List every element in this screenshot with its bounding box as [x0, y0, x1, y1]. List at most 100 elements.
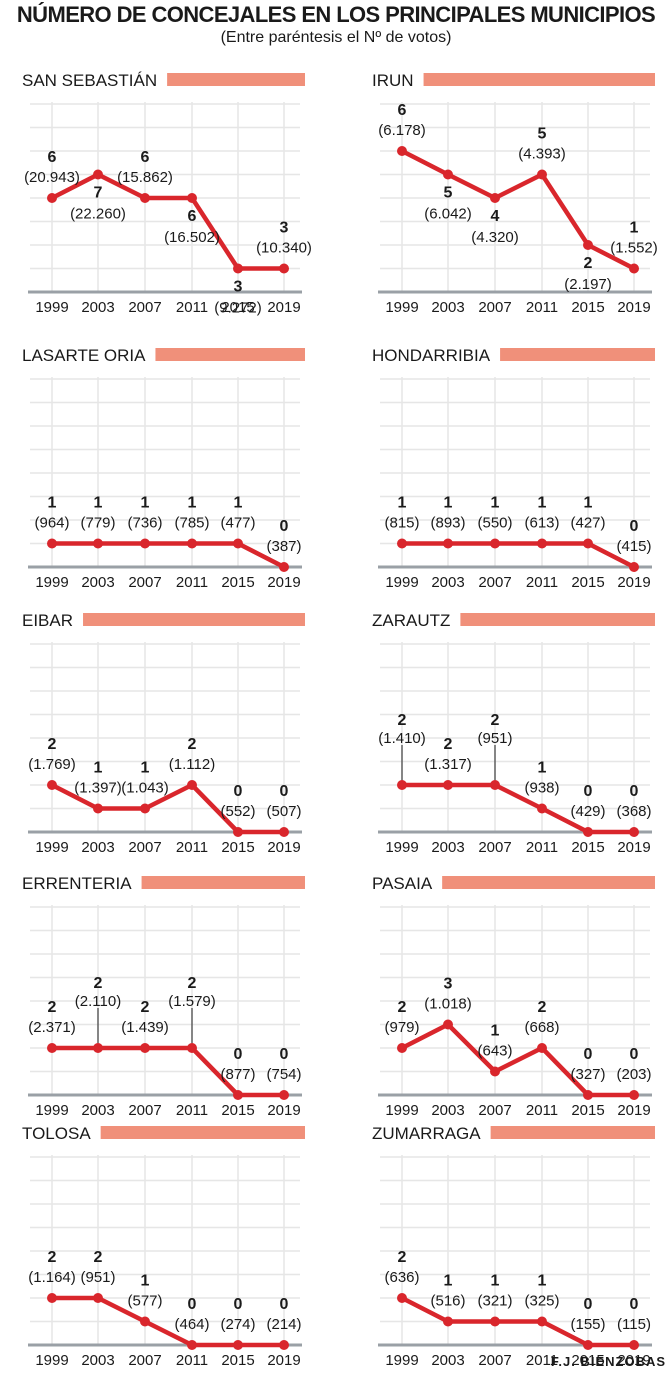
data-point: [47, 1043, 57, 1053]
x-tick-label: 2007: [128, 574, 161, 591]
x-tick-label: 2003: [431, 299, 464, 316]
data-point: [583, 1340, 593, 1350]
data-label-votos: (516): [430, 1293, 465, 1310]
data-point: [233, 263, 243, 274]
data-label-votos: (214): [266, 1316, 301, 1333]
data-label-concejales: 1: [234, 495, 243, 512]
x-tick-label: 2019: [267, 1352, 300, 1369]
chart-title-bar: [155, 348, 305, 361]
x-tick-label: 2019: [267, 839, 300, 856]
data-label-concejales: 1: [141, 495, 150, 512]
data-point: [629, 1090, 639, 1100]
x-tick-label: 2003: [431, 574, 464, 591]
x-tick-label: 2015: [571, 299, 604, 316]
x-tick-label: 2019: [617, 1102, 650, 1119]
data-label-concejales: 5: [538, 126, 547, 143]
data-label-concejales: 5: [444, 185, 453, 202]
data-point: [93, 538, 103, 549]
chart-title-bar: [423, 73, 655, 86]
data-label-votos: (16.502): [164, 229, 220, 246]
data-label-votos: (415): [616, 538, 651, 555]
chart-title-bar: [500, 348, 655, 361]
x-tick-label: 2019: [267, 1102, 300, 1119]
x-tick-label: 2015: [221, 1102, 254, 1119]
data-label-votos: (10.340): [256, 240, 312, 257]
series-line: [402, 782, 634, 835]
data-point: [93, 1293, 103, 1303]
x-tick-label: 2007: [128, 299, 161, 316]
series-line: [52, 1045, 284, 1098]
data-label-concejales: 1: [630, 220, 639, 237]
data-label-concejales: 0: [234, 1046, 243, 1063]
data-label-votos: (203): [616, 1066, 651, 1083]
data-label-concejales: 6: [188, 208, 197, 225]
data-point: [279, 562, 289, 572]
data-label-votos: (1.043): [121, 780, 169, 797]
series-line: [400, 1295, 634, 1348]
data-label-concejales: 2: [398, 1249, 407, 1266]
x-tick-label: 2015: [221, 839, 254, 856]
data-label-concejales: 0: [630, 1296, 639, 1313]
data-point: [583, 1090, 593, 1100]
data-point: [490, 780, 500, 790]
chart-title-bar: [100, 1126, 305, 1139]
series-line: [402, 541, 636, 570]
x-tick-label: 2019: [617, 839, 650, 856]
x-tick-label: 1999: [385, 1102, 418, 1119]
series-line: [50, 172, 284, 271]
data-point: [537, 1043, 547, 1053]
data-label-votos: (951): [80, 1269, 115, 1286]
data-label-concejales: 0: [280, 783, 289, 800]
chart-eibar: EIBAR 1999 2003 2007 2011 2015 2019 2 (1.769) 1 (1…: [22, 611, 305, 856]
data-point: [187, 193, 197, 203]
data-point: [583, 538, 593, 549]
x-tick-label: 2003: [431, 839, 464, 856]
x-tick-label: 2015: [571, 839, 604, 856]
x-tick-label: 2015: [221, 1352, 254, 1369]
x-tick-label: 2003: [431, 1352, 464, 1369]
data-label-votos: (577): [127, 1293, 162, 1310]
x-tick-label: 2011: [176, 1352, 208, 1369]
data-label-votos: (552): [220, 803, 255, 820]
x-tick-label: 1999: [35, 299, 68, 316]
data-point: [47, 780, 57, 790]
chart-errenteria: ERRENTERIA 1999 2003 2007 2011 2015 2019 2 (2.37…: [22, 874, 305, 1119]
chart-title: ZARAUTZ: [372, 611, 450, 630]
data-point: [140, 803, 150, 814]
data-label-concejales: 1: [141, 760, 150, 777]
data-point: [537, 169, 547, 180]
chart-title: SAN SEBASTIÁN: [22, 71, 157, 90]
chart-title-bar: [442, 876, 655, 889]
data-label-concejales: 2: [444, 736, 453, 753]
data-point: [490, 1066, 500, 1077]
data-label-votos: (893): [430, 515, 465, 532]
data-label-concejales: 3: [234, 279, 243, 296]
x-tick-label: 2011: [526, 1102, 558, 1119]
data-label-votos: (22.260): [70, 206, 126, 223]
chart-zumarraga: ZUMARRAGA 1999 2003 2007 2011 2015 2019 2 (636) 1…: [372, 1124, 655, 1369]
data-point: [93, 169, 103, 180]
data-label-votos: (636): [384, 1269, 419, 1286]
data-label-votos: (1.164): [28, 1269, 76, 1286]
data-point: [443, 169, 453, 180]
data-point: [397, 146, 407, 156]
data-label-concejales: 0: [584, 783, 593, 800]
series-line: [52, 541, 286, 570]
data-label-concejales: 2: [94, 1249, 103, 1266]
data-point: [397, 1043, 407, 1053]
data-label-votos: (1.579): [168, 993, 216, 1010]
data-label-votos: (964): [34, 515, 69, 532]
data-label-votos: (368): [616, 803, 651, 820]
data-label-concejales: 1: [584, 495, 593, 512]
x-tick-label: 1999: [385, 839, 418, 856]
x-tick-label: 2007: [478, 574, 511, 591]
data-label-concejales: 3: [444, 976, 453, 993]
data-label-concejales: 0: [234, 783, 243, 800]
x-tick-label: 2011: [176, 574, 208, 591]
data-point: [93, 1043, 103, 1053]
data-point: [537, 1316, 547, 1327]
data-point: [279, 1090, 289, 1100]
data-label-votos: (274): [220, 1316, 255, 1333]
credit: F.J. BIENZOBAS: [550, 1354, 666, 1369]
x-tick-label: 2015: [571, 1102, 604, 1119]
